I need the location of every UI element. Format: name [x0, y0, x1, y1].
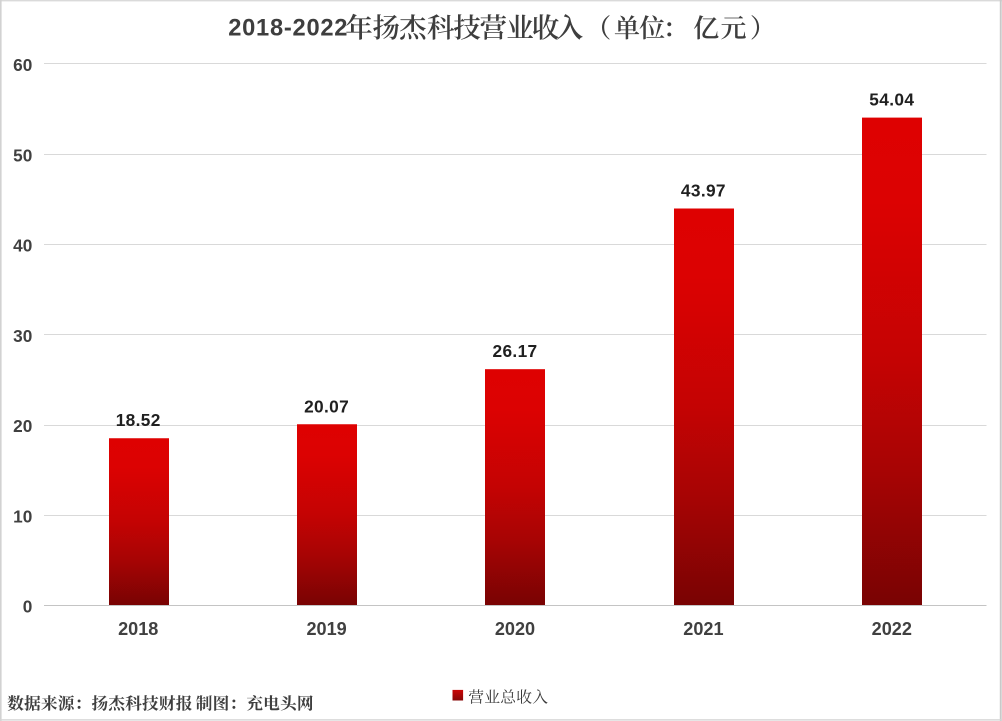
svg-text:20: 20 — [13, 416, 32, 436]
svg-text:2020: 2020 — [495, 619, 535, 639]
svg-text:0: 0 — [23, 597, 33, 617]
svg-text:43.97: 43.97 — [681, 181, 726, 201]
svg-text:10: 10 — [13, 506, 32, 526]
svg-text:2022: 2022 — [872, 619, 912, 639]
svg-text:20.07: 20.07 — [304, 396, 349, 416]
svg-text:2019: 2019 — [306, 619, 346, 639]
svg-text:30: 30 — [13, 326, 32, 346]
svg-text:54.04: 54.04 — [869, 90, 914, 110]
svg-text:2021: 2021 — [683, 619, 723, 639]
svg-text:26.17: 26.17 — [493, 341, 538, 361]
svg-text:40: 40 — [13, 236, 32, 256]
svg-text:60: 60 — [13, 55, 32, 75]
svg-text:18.52: 18.52 — [116, 410, 161, 430]
svg-text:2018: 2018 — [118, 619, 158, 639]
svg-text:2018-2022: 2018-2022 — [228, 16, 348, 42]
svg-text:50: 50 — [13, 145, 32, 165]
